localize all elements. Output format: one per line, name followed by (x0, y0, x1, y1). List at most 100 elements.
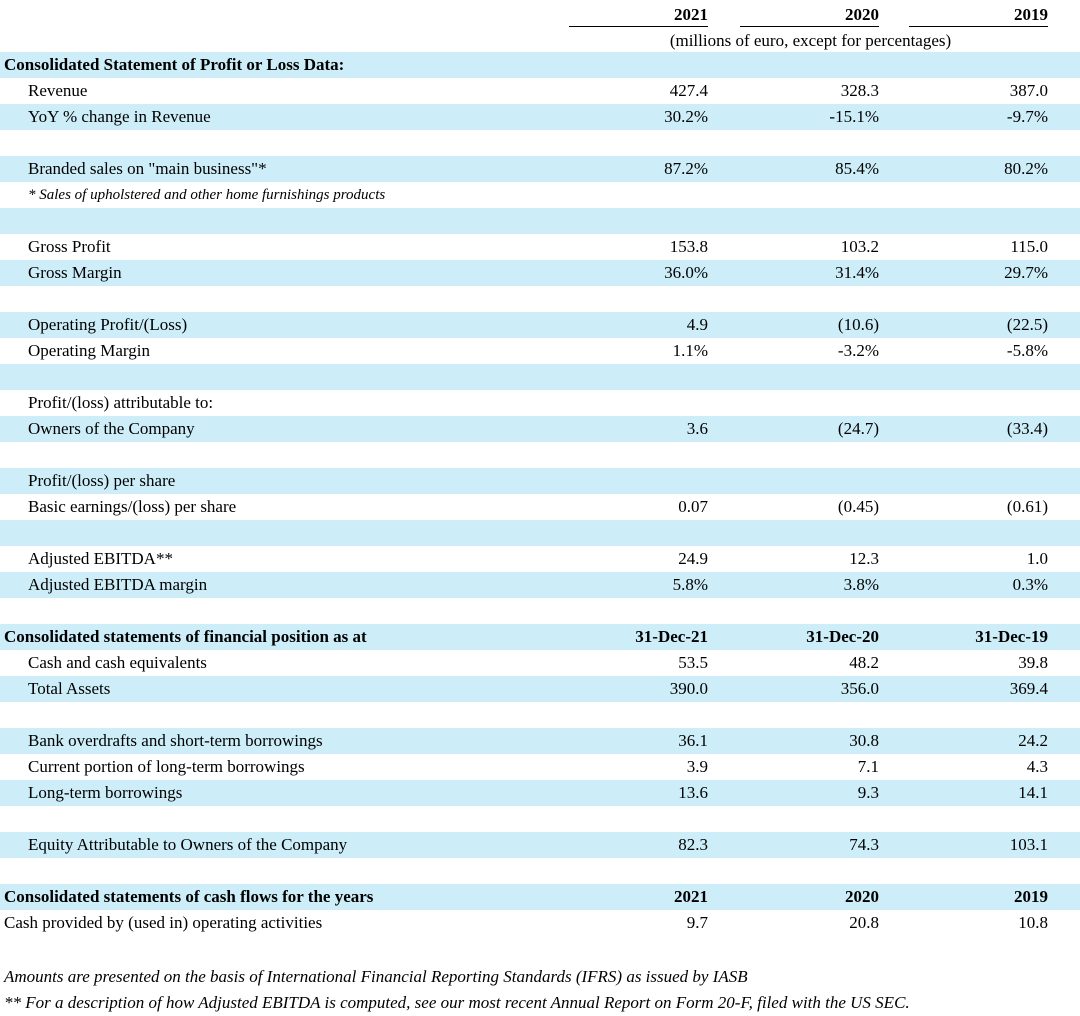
cell-value: 29.7% (1004, 263, 1048, 282)
row-label: Gross Profit (28, 237, 111, 256)
table-row: Owners of the Company 3.6 (24.7) (33.4) (0, 416, 1080, 442)
cell-value: (10.6) (837, 315, 879, 334)
year-header-2021: 2021 (569, 4, 708, 27)
row-label: Revenue (28, 81, 88, 100)
cell-value: 31.4% (835, 263, 879, 282)
cell-value: (33.4) (1006, 419, 1048, 438)
row-label: Cash provided by (used in) operating act… (4, 913, 323, 932)
cell-value: (22.5) (1006, 315, 1048, 334)
cell-value: 2021 (674, 887, 708, 906)
year-header-2019: 2019 (909, 4, 1048, 27)
cell-value: 103.2 (840, 237, 879, 256)
row-label: Total Assets (28, 679, 111, 698)
spacer-row (0, 702, 1080, 728)
year-label: 2019 (1014, 5, 1048, 24)
cell-value: 20.8 (849, 913, 879, 932)
cell-value: 3.6 (686, 419, 708, 438)
row-label: Bank overdrafts and short-term borrowing… (28, 731, 323, 750)
cell-value: 24.9 (678, 549, 708, 568)
cell-value: 0.3% (1012, 575, 1048, 594)
row-label: Adjusted EBITDA margin (28, 575, 208, 594)
cell-value: 48.2 (849, 653, 879, 672)
row-label: Basic earnings/(loss) per share (28, 497, 237, 516)
spacer-row (0, 130, 1080, 156)
cell-value: 39.8 (1018, 653, 1048, 672)
cell-value: (24.7) (837, 419, 879, 438)
row-label: Gross Margin (28, 263, 122, 282)
row-label: Cash and cash equivalents (28, 653, 207, 672)
cell-value: 82.3 (678, 835, 708, 854)
row-label: Operating Margin (28, 341, 150, 360)
table-row: Profit/(loss) per share (0, 468, 1080, 494)
cell-value: -9.7% (1006, 107, 1048, 126)
cell-value: 153.8 (669, 237, 708, 256)
spacer-row (0, 520, 1080, 546)
table-header: 2021 2020 2019 (millions of euro, except… (0, 0, 1080, 52)
table-row: Bank overdrafts and short-term borrowing… (0, 728, 1080, 754)
cell-value: (0.61) (1006, 497, 1048, 516)
row-label: Owners of the Company (28, 419, 195, 438)
cell-value: 2019 (1014, 887, 1048, 906)
row-label: Operating Profit/(Loss) (28, 315, 188, 334)
cell-value: 1.0 (1026, 549, 1048, 568)
table-row: YoY % change in Revenue 30.2% -15.1% -9.7% (0, 104, 1080, 130)
cell-value: 387.0 (1009, 81, 1048, 100)
footnote-ifrs: Amounts are presented on the basis of In… (4, 967, 748, 986)
row-label: Long-term borrowings (28, 783, 183, 802)
cell-value: 80.2% (1004, 159, 1048, 178)
cell-value: 36.1 (678, 731, 708, 750)
cell-value: 12.3 (849, 549, 879, 568)
cell-value: 53.5 (678, 653, 708, 672)
cell-value: 31-Dec-20 (806, 627, 879, 646)
cell-value: 36.0% (664, 263, 708, 282)
cell-value: 2020 (845, 887, 879, 906)
spacer-row (0, 286, 1080, 312)
cell-value: 4.9 (686, 315, 708, 334)
cell-value: 427.4 (669, 81, 708, 100)
row-label: Equity Attributable to Owners of the Com… (28, 835, 348, 854)
cell-value: -5.8% (1006, 341, 1048, 360)
financial-table: Consolidated Statement of Profit or Loss… (0, 52, 1080, 936)
table-row: Profit/(loss) attributable to: (0, 390, 1080, 416)
year-header-2020: 2020 (740, 4, 879, 27)
cell-value: -15.1% (829, 107, 879, 126)
cell-value: 85.4% (835, 159, 879, 178)
spacer-row (0, 364, 1080, 390)
cell-value: 30.2% (664, 107, 708, 126)
row-label: Branded sales on "main business"* (28, 159, 267, 178)
footnote-ebitda: ** For a description of how Adjusted EBI… (4, 993, 910, 1012)
table-row: Gross Margin 36.0% 31.4% 29.7% (0, 260, 1080, 286)
spacer-row (0, 858, 1080, 884)
table-row: Gross Profit 153.8 103.2 115.0 (0, 234, 1080, 260)
table-row: Consolidated statements of financial pos… (0, 624, 1080, 650)
cell-value: 369.4 (1009, 679, 1048, 698)
table-row: Equity Attributable to Owners of the Com… (0, 832, 1080, 858)
table-row: Long-term borrowings 13.6 9.3 14.1 (0, 780, 1080, 806)
cell-value: 5.8% (672, 575, 708, 594)
table-row: Operating Margin 1.1% -3.2% -5.8% (0, 338, 1080, 364)
table-row: Current portion of long-term borrowings 3… (0, 754, 1080, 780)
cell-value: 74.3 (849, 835, 879, 854)
cell-value: 9.7 (686, 913, 708, 932)
table-row: Adjusted EBITDA margin 5.8% 3.8% 0.3% (0, 572, 1080, 598)
row-label: Profit/(loss) per share (28, 471, 176, 490)
cell-value: 115.0 (1010, 237, 1048, 256)
cell-value: 3.9 (686, 757, 708, 776)
table-row: Revenue 427.4 328.3 387.0 (0, 78, 1080, 104)
table-row: Branded sales on "main business"* 87.2% 85… (0, 156, 1080, 182)
row-label: Consolidated Statement of Profit or Loss… (4, 55, 345, 74)
spacer-row (0, 208, 1080, 234)
footnotes: Amounts are presented on the basis of In… (4, 964, 1080, 1016)
table-row: * Sales of upholstered and other home fu… (0, 182, 1080, 208)
row-label: Adjusted EBITDA** (28, 549, 173, 568)
cell-value: 31-Dec-21 (635, 627, 708, 646)
cell-value: -3.2% (837, 341, 879, 360)
cell-value: 0.07 (678, 497, 708, 516)
row-label: * Sales of upholstered and other home fu… (28, 187, 386, 203)
cell-value: 356.0 (840, 679, 879, 698)
table-row: Operating Profit/(Loss) 4.9 (10.6) (22.5) (0, 312, 1080, 338)
spacer-row (0, 806, 1080, 832)
cell-value: 103.1 (1009, 835, 1048, 854)
year-label: 2021 (674, 5, 708, 24)
cell-value: 328.3 (840, 81, 879, 100)
